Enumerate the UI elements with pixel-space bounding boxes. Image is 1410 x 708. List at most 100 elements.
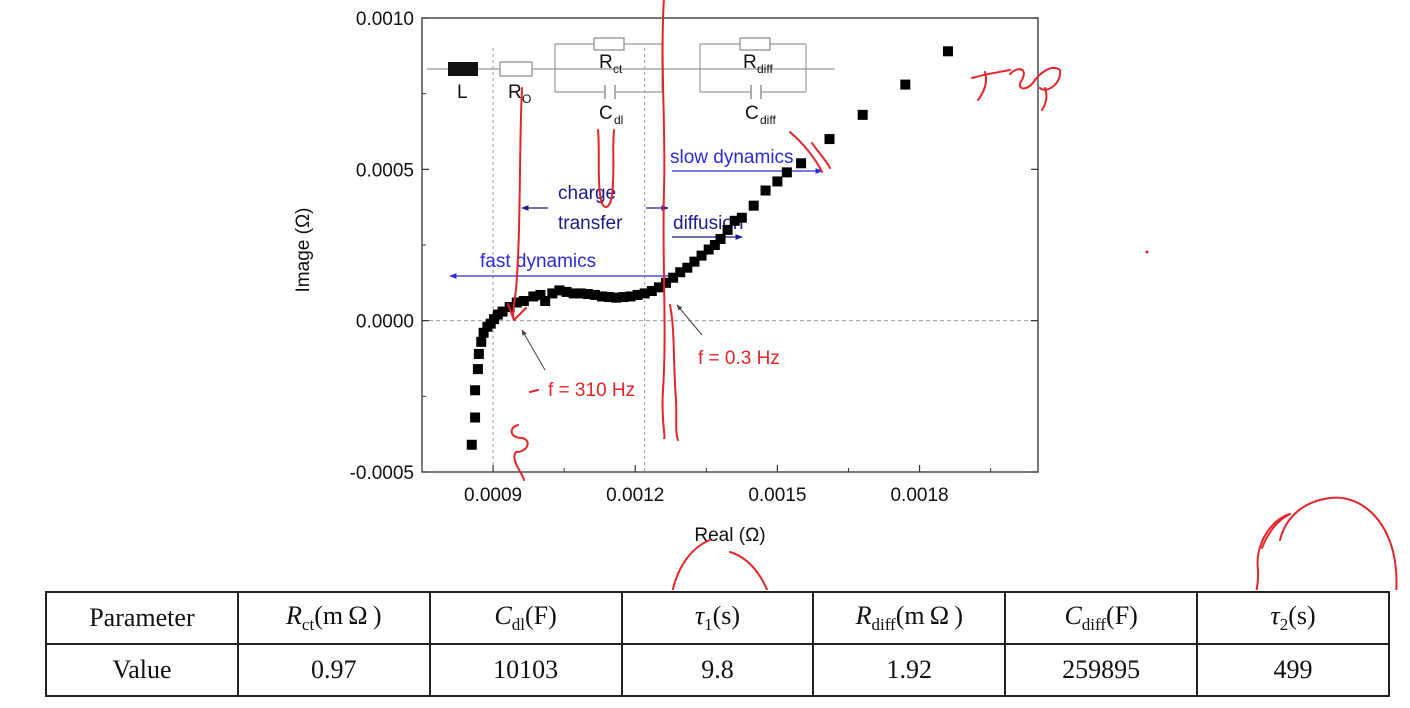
header-tau2: τ2(s)	[1196, 591, 1390, 645]
data-point	[736, 212, 747, 223]
label-C-diff: C	[745, 103, 759, 124]
f310-pointer	[521, 329, 546, 371]
resistor-Ro	[499, 61, 533, 77]
data-point	[625, 291, 636, 302]
data-point	[661, 277, 672, 288]
value-c-dl: 10103	[428, 643, 623, 697]
data-point	[528, 291, 539, 302]
data-point	[781, 167, 792, 178]
data-point	[604, 292, 615, 303]
data-point	[689, 256, 700, 267]
data-point	[729, 215, 740, 226]
transfer-label: transfer	[558, 213, 623, 234]
data-point	[709, 240, 720, 250]
value-label: Value	[45, 643, 239, 697]
x-axis-title: Real (Ω)	[694, 525, 765, 546]
data-point	[568, 288, 579, 299]
label-C-dl: C	[599, 103, 613, 124]
y-axis-ticks: -0.0005 0.0000 0.0005 0.0010	[350, 9, 1038, 484]
data-point	[824, 134, 835, 145]
data-point	[476, 336, 487, 347]
data-point	[554, 285, 565, 296]
data-point	[772, 176, 783, 187]
data-point	[497, 306, 508, 317]
data-point	[675, 267, 686, 278]
data-point	[582, 289, 593, 300]
resistor-Rct	[593, 37, 625, 51]
header-c-diff: Cdiff(F)	[1004, 591, 1199, 645]
header-tau1: τ1(s)	[620, 591, 815, 645]
x-tick-label: 0.0018	[890, 485, 948, 506]
data-point	[639, 288, 650, 299]
label-R-o: R	[508, 82, 522, 103]
nyquist-chart: 0.0009 0.0012 0.0015 0.0018 -0.0005 0.0000 0.…	[293, 0, 1398, 590]
inductor-L	[448, 62, 478, 76]
label-L: L	[457, 82, 468, 103]
data-point	[597, 291, 608, 302]
data-point	[470, 412, 481, 423]
data-point	[748, 200, 759, 211]
label-R-o-sub: O	[522, 92, 531, 106]
header-r-diff: Rdiff(m Ω )	[812, 591, 1007, 645]
data-point	[472, 364, 483, 375]
header-c-dl: Cdl(F)	[428, 591, 623, 645]
y-tick-label: 0.0005	[356, 160, 414, 181]
data-point	[668, 272, 679, 283]
header-r-ct: Rct(m Ω )	[236, 591, 431, 645]
data-point	[589, 289, 600, 300]
label-R-ct: R	[599, 52, 613, 73]
data-point	[796, 158, 807, 169]
equivalent-circuit: L R O R ct C dl R diff C diff	[427, 37, 835, 127]
x-tick-label: 0.0015	[748, 485, 806, 506]
data-point	[540, 295, 551, 306]
data-point	[473, 348, 484, 359]
data-point	[478, 327, 489, 338]
data-point	[646, 286, 657, 297]
data-point	[696, 250, 707, 261]
data-point	[575, 288, 586, 299]
data-point	[466, 439, 477, 450]
y-tick-label: -0.0005	[350, 463, 414, 484]
x-axis-ticks: 0.0009 0.0012 0.0015 0.0018	[421, 465, 992, 506]
data-points	[466, 46, 953, 450]
slow-dynamics-label: slow dynamics	[670, 147, 794, 168]
fast-dynamics-label: fast dynamics	[480, 251, 596, 272]
data-point	[632, 289, 643, 300]
data-point	[900, 79, 911, 90]
label-C-diff-sub: diff	[760, 113, 776, 127]
header-parameter: Parameter	[45, 591, 239, 645]
table-header-row: Parameter Rct(m Ω ) Cdl(F) τ1(s) Rdiff(m…	[45, 591, 1390, 645]
x-tick-label: 0.0009	[464, 485, 522, 506]
data-point	[703, 244, 714, 255]
label-R-diff: R	[743, 52, 757, 73]
data-point	[715, 233, 726, 244]
handwritten-ink	[507, 0, 1398, 590]
parameter-table: Parameter Rct(m Ω ) Cdl(F) τ1(s) Rdiff(m…	[45, 591, 1390, 697]
data-point	[535, 289, 546, 300]
value-tau1: 9.8	[620, 643, 815, 697]
data-point	[618, 292, 629, 303]
value-tau2: 499	[1196, 643, 1390, 697]
frequency-0.3hz-label: f = 0.3 Hz	[698, 348, 780, 369]
f03-pointer	[676, 304, 703, 336]
y-axis-title: Image (Ω)	[293, 208, 314, 293]
label-R-diff-sub: diff	[757, 62, 773, 76]
data-point	[470, 385, 481, 396]
data-point	[722, 224, 733, 235]
data-point	[760, 185, 771, 196]
frequency-310hz-label: f = 310 Hz	[548, 380, 635, 401]
value-c-diff: 259895	[1004, 643, 1199, 697]
x-tick-label: 0.0012	[606, 485, 664, 506]
data-point	[547, 288, 558, 299]
data-point	[857, 109, 868, 120]
value-r-ct: 0.97	[236, 643, 431, 697]
data-point	[611, 292, 622, 303]
data-point	[653, 282, 664, 293]
value-r-diff: 1.92	[812, 643, 1007, 697]
data-point	[682, 262, 693, 273]
table-value-row: Value 0.97 10103 9.8 1.92 259895 499	[45, 643, 1390, 697]
label-C-dl-sub: dl	[614, 113, 623, 127]
y-tick-label: 0.0010	[356, 9, 414, 30]
data-point	[561, 286, 572, 297]
data-point	[511, 297, 522, 308]
